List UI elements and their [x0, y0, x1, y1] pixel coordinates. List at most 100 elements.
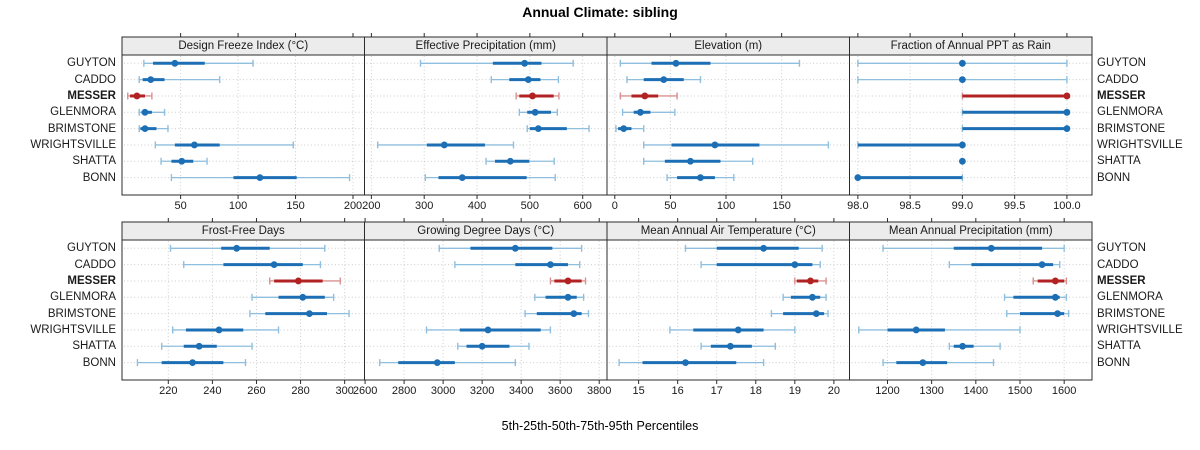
percentile-mark-wrightsville: [643, 141, 830, 149]
percentile-mark-shatta: [643, 157, 754, 165]
percentile-mark-messer: [619, 92, 678, 100]
axis-tick-label: 100.0: [1053, 200, 1081, 212]
percentile-mark-brimstone: [526, 125, 590, 133]
site-label-right-brimstone: BRIMSTONE: [1097, 122, 1166, 135]
percentile-mark-caddo: [138, 76, 221, 84]
site-label-left-shatta: SHATTA: [72, 155, 116, 168]
percentile-mark-caddo: [490, 76, 560, 84]
percentile-mark-shatta: [485, 157, 555, 165]
panel-strip-title: Mean Annual Precipitation (mm): [888, 225, 1053, 237]
percentile-mark-glenmora: [621, 108, 676, 116]
percentile-mark-bonn: [882, 359, 995, 367]
panel-strip-title: Growing Degree Days (°C): [417, 225, 555, 237]
axis-tick-label: 260: [247, 385, 266, 397]
percentile-mark-brimstone: [524, 310, 590, 318]
panel-strip-title: Elevation (m): [694, 40, 763, 52]
panel-growing-degree-days-c: [364, 218, 608, 384]
percentile-mark-glenmora: [138, 108, 166, 116]
percentile-mark-wrightsville: [669, 326, 796, 334]
site-label-left-shatta: SHATTA: [72, 340, 116, 353]
axis-tick-label: 600: [573, 200, 592, 212]
panel-fraction-of-annual-ppt-as-rain: [849, 33, 1093, 199]
axis-tick-label: 20: [827, 385, 840, 397]
site-label-right-glenmora: GLENMORA: [1097, 291, 1163, 304]
percentile-mark-bonn: [170, 174, 351, 182]
site-label-left-glenmora: GLENMORA: [50, 291, 116, 304]
percentile-mark-shatta: [700, 342, 777, 350]
site-label-right-brimstone: BRIMSTONE: [1097, 307, 1166, 320]
axis-tick-label: 3200: [469, 385, 495, 397]
percentile-mark-bonn: [136, 359, 247, 367]
axis-tick-label: 240: [203, 385, 222, 397]
panel-elevation-m: [606, 33, 850, 199]
percentile-mark-bonn: [379, 359, 517, 367]
percentile-mark-guyton: [857, 59, 1068, 67]
percentile-mark-glenmora: [518, 108, 559, 116]
percentile-mark-glenmora: [782, 293, 827, 301]
percentile-mark-bonn: [666, 174, 735, 182]
axis-tick-label: 2600: [352, 385, 378, 397]
percentile-mark-wrightsville: [377, 141, 515, 149]
percentile-mark-shatta: [958, 157, 966, 165]
axis-tick-label: 16: [671, 385, 684, 397]
panel-effective-precipitation-mm: [364, 33, 608, 199]
site-label-right-caddo: CADDO: [1097, 258, 1139, 271]
site-label-right-messer: MESSER: [1097, 274, 1146, 287]
percentile-mark-bonn: [618, 359, 765, 367]
axis-tick-label: 99.0: [951, 200, 974, 212]
percentile-mark-messer: [549, 277, 587, 285]
axis-tick-label: 99.5: [1003, 200, 1026, 212]
percentile-mark-shatta: [160, 157, 208, 165]
percentile-mark-glenmora: [961, 108, 1071, 116]
site-label-right-shatta: SHATTA: [1097, 155, 1141, 168]
percentile-mark-guyton: [684, 244, 823, 252]
axis-tick-label: 150: [772, 200, 791, 212]
percentile-mark-guyton: [438, 244, 583, 252]
percentile-mark-wrightsville: [857, 141, 966, 149]
axis-tick-label: 400: [467, 200, 487, 212]
axis-tick-label: 100: [716, 200, 736, 212]
percentile-mark-caddo: [857, 76, 1068, 84]
percentile-mark-wrightsville: [172, 326, 280, 334]
percentile-mark-messer: [794, 277, 827, 285]
site-label-right-wrightsville: WRIGHTSVILLE: [1097, 138, 1183, 151]
panel-strip-title: Mean Annual Air Temperature (°C): [640, 225, 816, 237]
axis-tick-label: 3400: [508, 385, 534, 397]
percentile-mark-brimstone: [1006, 310, 1070, 318]
site-label-left-messer: MESSER: [67, 89, 116, 102]
figure-title: Annual Climate: sibling: [522, 4, 678, 20]
site-label-left-wrightsville: WRIGHTSVILLE: [30, 138, 116, 151]
site-label-right-glenmora: GLENMORA: [1097, 106, 1163, 119]
percentile-mark-caddo: [700, 261, 821, 269]
axis-tick-label: 150: [286, 200, 305, 212]
axis-tick-label: 500: [520, 200, 540, 212]
axis-tick-label: 280: [291, 385, 310, 397]
site-label-left-guyton: GUYTON: [67, 242, 116, 255]
percentile-mark-brimstone: [961, 125, 1071, 133]
panel-strip-title: Effective Precipitation (mm): [415, 40, 556, 52]
percentile-mark-shatta: [948, 342, 1001, 350]
site-label-left-glenmora: GLENMORA: [50, 106, 116, 119]
axis-tick-label: 220: [159, 385, 178, 397]
site-label-right-bonn: BONN: [1097, 171, 1131, 184]
axis-tick-label: 15: [632, 385, 645, 397]
panel-strip-title: Frost-Free Days: [201, 225, 285, 237]
axis-tick-label: 98.0: [847, 200, 869, 212]
percentile-mark-messer: [515, 92, 560, 100]
axis-tick-label: 1300: [919, 385, 944, 397]
axis-tick-label: 1600: [1051, 385, 1077, 397]
panel-strip-title: Design Freeze Index (°C): [178, 40, 309, 52]
percentile-mark-messer: [961, 92, 1071, 100]
site-label-left-bonn: BONN: [82, 171, 116, 184]
panel-design-freeze-index-c: [121, 33, 365, 199]
axis-tick-label: 50: [664, 200, 677, 212]
site-label-right-guyton: GUYTON: [1097, 57, 1146, 70]
axis-tick-label: 200: [362, 200, 381, 212]
percentile-mark-messer: [1032, 277, 1068, 285]
panel-strip-title: Fraction of Annual PPT as Rain: [890, 40, 1051, 52]
percentile-mark-bonn: [854, 174, 964, 182]
site-label-right-messer: MESSER: [1097, 89, 1146, 102]
axis-tick-label: 1500: [1007, 385, 1033, 397]
percentile-mark-wrightsville: [858, 326, 1021, 334]
